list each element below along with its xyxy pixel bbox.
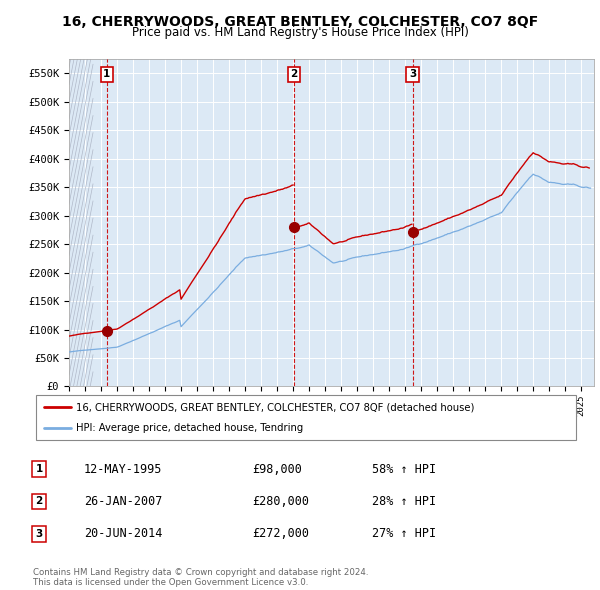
Text: Price paid vs. HM Land Registry's House Price Index (HPI): Price paid vs. HM Land Registry's House … (131, 26, 469, 39)
Text: 2: 2 (290, 70, 298, 80)
FancyBboxPatch shape (36, 395, 576, 440)
Text: 12-MAY-1995: 12-MAY-1995 (84, 463, 163, 476)
Text: 3: 3 (409, 70, 416, 80)
Text: 16, CHERRYWOODS, GREAT BENTLEY, COLCHESTER, CO7 8QF: 16, CHERRYWOODS, GREAT BENTLEY, COLCHEST… (62, 15, 538, 30)
Text: £272,000: £272,000 (252, 527, 309, 540)
Text: 3: 3 (35, 529, 43, 539)
Text: 27% ↑ HPI: 27% ↑ HPI (372, 527, 436, 540)
Text: 1: 1 (35, 464, 43, 474)
Text: Contains HM Land Registry data © Crown copyright and database right 2024.
This d: Contains HM Land Registry data © Crown c… (33, 568, 368, 587)
Text: 58% ↑ HPI: 58% ↑ HPI (372, 463, 436, 476)
Text: £98,000: £98,000 (252, 463, 302, 476)
Text: 1: 1 (103, 70, 110, 80)
Text: 28% ↑ HPI: 28% ↑ HPI (372, 495, 436, 508)
Text: £280,000: £280,000 (252, 495, 309, 508)
Text: 16, CHERRYWOODS, GREAT BENTLEY, COLCHESTER, CO7 8QF (detached house): 16, CHERRYWOODS, GREAT BENTLEY, COLCHEST… (77, 402, 475, 412)
Text: HPI: Average price, detached house, Tendring: HPI: Average price, detached house, Tend… (77, 422, 304, 432)
Text: 2: 2 (35, 497, 43, 506)
Text: 20-JUN-2014: 20-JUN-2014 (84, 527, 163, 540)
Text: 26-JAN-2007: 26-JAN-2007 (84, 495, 163, 508)
